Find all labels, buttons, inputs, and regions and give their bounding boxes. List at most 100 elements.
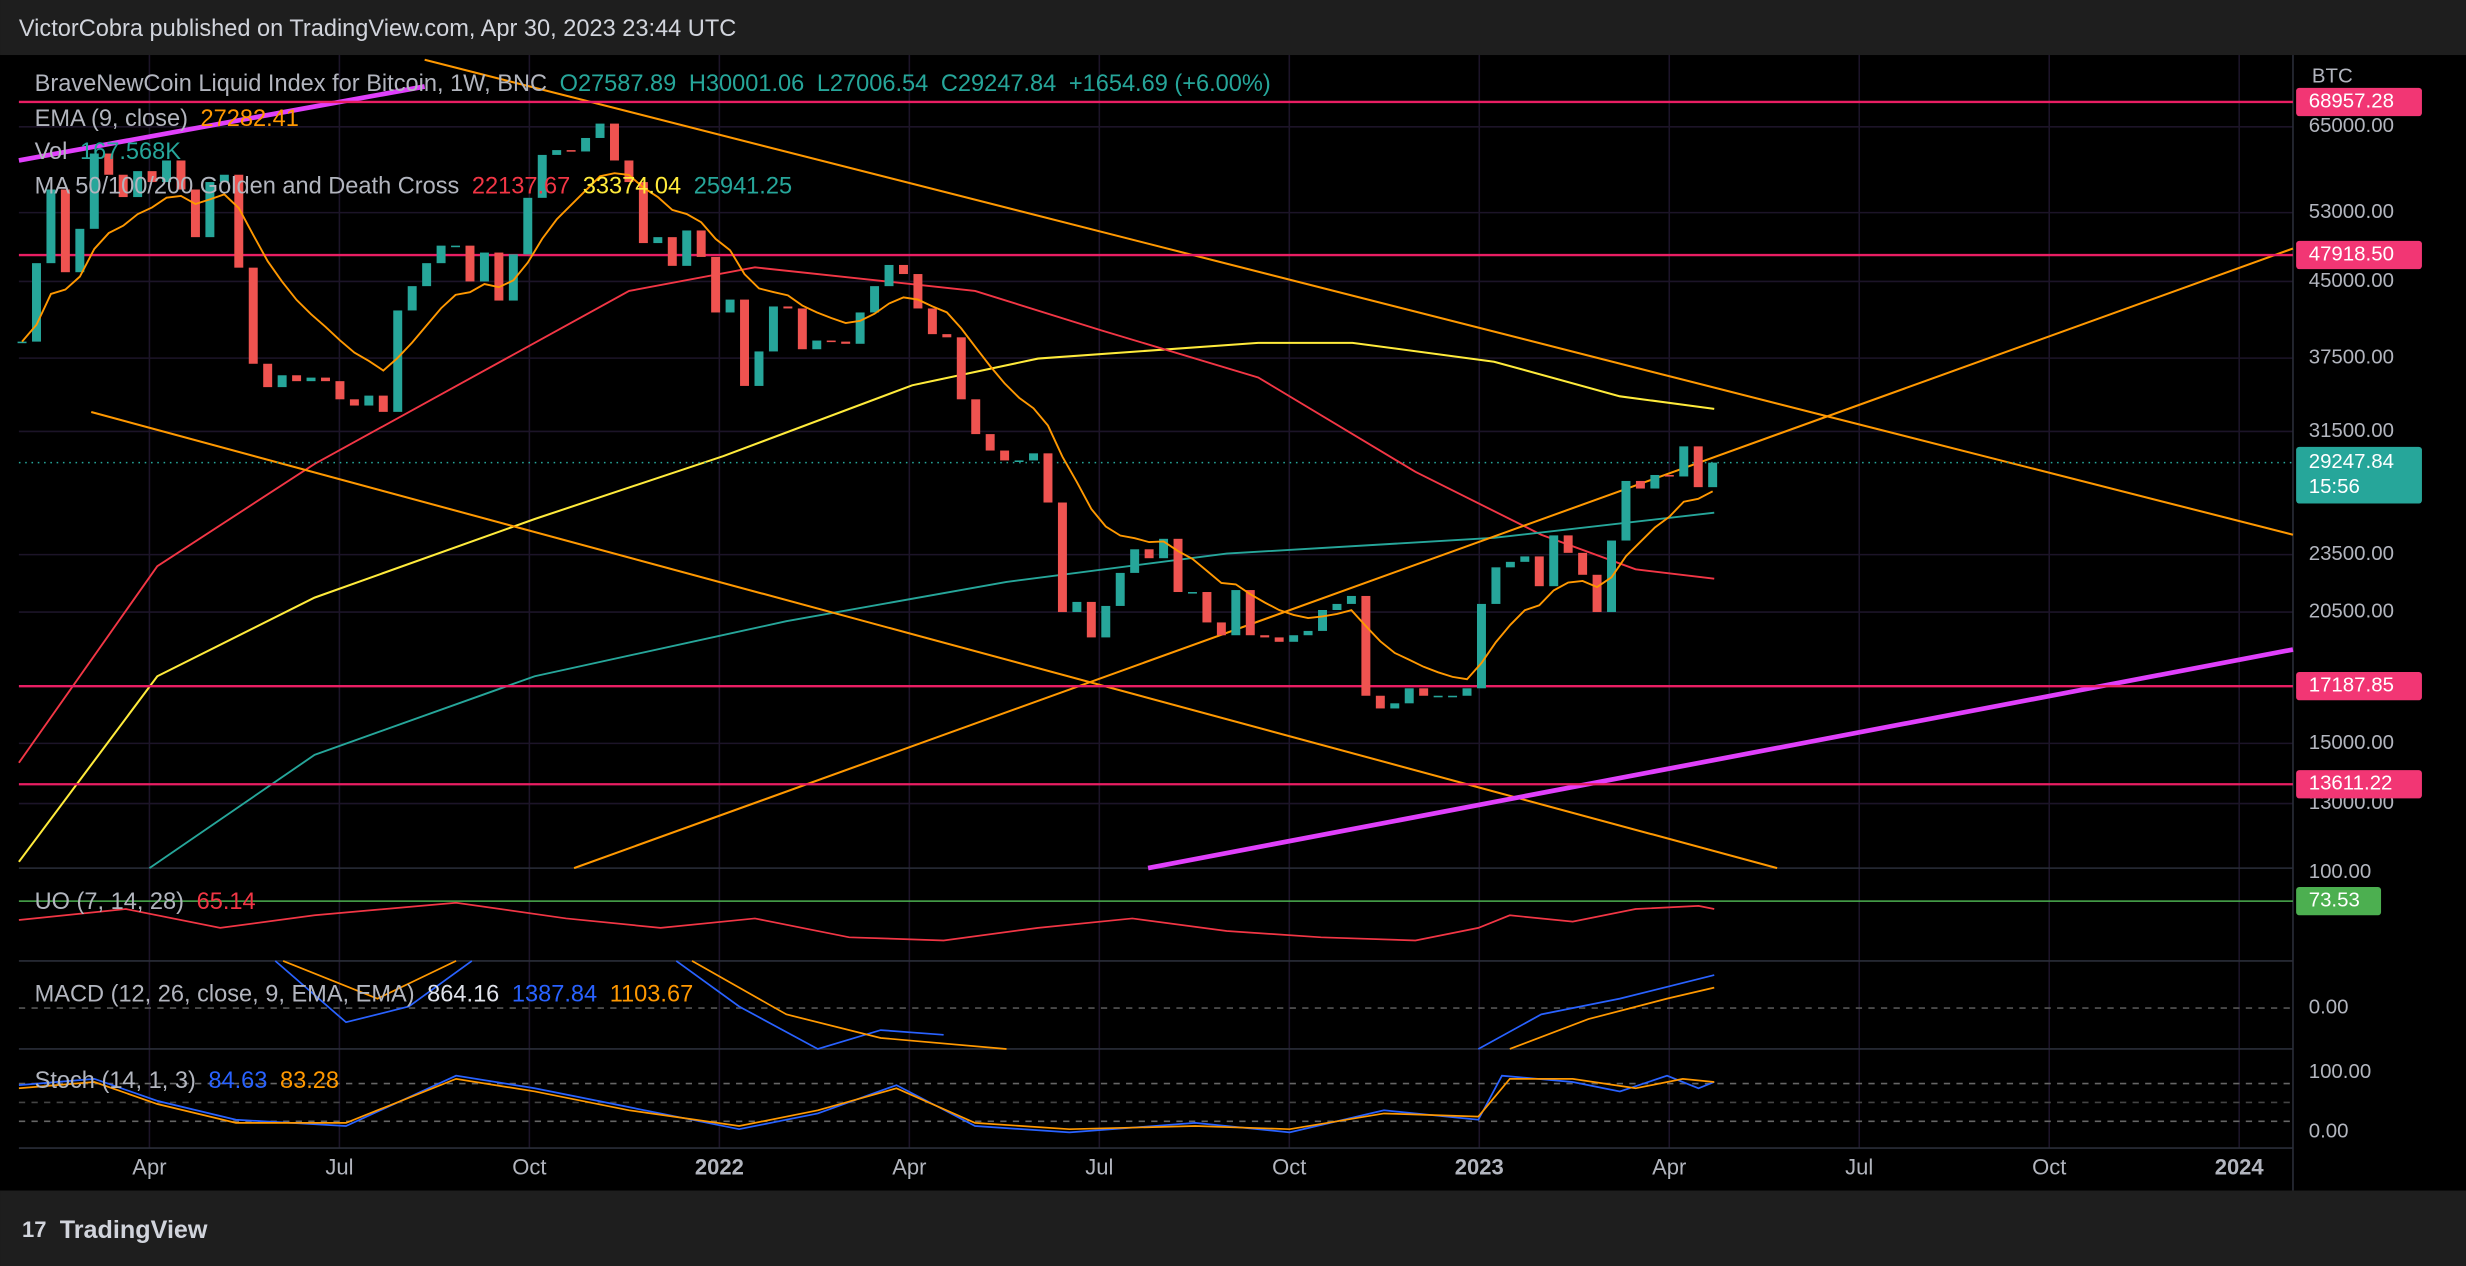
macd-line	[675, 960, 944, 1050]
candle	[927, 308, 937, 335]
candle	[1621, 480, 1631, 541]
candle	[855, 312, 865, 344]
candle	[162, 160, 172, 183]
header-bar	[0, 0, 2466, 56]
level-tag	[2296, 87, 2422, 117]
candle	[248, 267, 258, 364]
last-price-label: 29247.84	[2309, 450, 2394, 473]
candles	[17, 123, 1718, 709]
candle	[451, 245, 461, 248]
candle	[479, 252, 489, 282]
trend-line	[90, 411, 1778, 870]
stoch-tick: 0.00	[2309, 1120, 2349, 1143]
indicator-value: 864.16	[427, 981, 499, 1007]
candle	[1245, 590, 1255, 636]
candle	[1159, 538, 1169, 559]
candle	[1202, 592, 1212, 623]
candle	[1346, 595, 1356, 604]
candle	[1187, 592, 1197, 594]
candle	[104, 153, 114, 175]
candle	[1664, 474, 1674, 477]
indicator-value: 1387.84	[512, 981, 597, 1007]
candle	[1462, 688, 1472, 696]
candle	[1549, 535, 1559, 587]
candle	[1274, 637, 1284, 642]
candle	[826, 340, 836, 343]
candle	[870, 286, 880, 313]
candle	[133, 171, 143, 198]
candle	[768, 306, 778, 352]
candle	[1708, 462, 1718, 488]
candle	[407, 286, 417, 311]
signal-line	[282, 960, 457, 1000]
candle	[1086, 601, 1096, 638]
candle	[1375, 695, 1385, 709]
candle	[378, 395, 388, 412]
uo-tag-label: 73.53	[2309, 889, 2360, 912]
candle	[263, 363, 273, 388]
grid	[18, 55, 2293, 1149]
indicator-value: 84.63	[208, 1067, 267, 1093]
x-tick-label: Apr	[1652, 1154, 1686, 1179]
last-price-tag	[2296, 446, 2422, 504]
candle	[1000, 450, 1010, 461]
indicator-value: 65.14	[197, 888, 256, 914]
legend: 65000.00 53000.00 45000.00 37500.00 31500.00…	[35, 64, 2422, 1179]
candle	[1476, 603, 1486, 689]
candle	[624, 160, 634, 183]
y-tick-label: 15000.00	[2309, 731, 2394, 754]
indicator-value: 83.28	[280, 1067, 339, 1093]
candle	[898, 264, 908, 275]
candle	[1491, 567, 1501, 604]
candle	[1043, 453, 1053, 503]
candle	[971, 399, 981, 435]
candle	[60, 189, 70, 273]
candle	[118, 174, 128, 198]
x-tick-label: Apr	[132, 1154, 166, 1179]
x-tick-label: Oct	[2032, 1154, 2066, 1179]
candle	[1635, 480, 1645, 489]
candle	[494, 252, 504, 301]
indicator-name: Vol	[35, 138, 68, 164]
legend-text: L27006.54	[817, 70, 928, 96]
ma-200	[148, 511, 1715, 869]
candle	[1332, 603, 1342, 611]
countdown: 15:56	[2309, 475, 2360, 498]
candle	[393, 310, 403, 412]
candle	[1390, 703, 1400, 709]
candle	[581, 137, 591, 152]
candle	[667, 237, 677, 266]
brand: TradingView	[60, 1216, 208, 1244]
x-tick-label: Jul	[1085, 1154, 1113, 1179]
candle	[1578, 552, 1588, 575]
candle	[566, 150, 576, 152]
candle	[75, 228, 85, 273]
candle	[595, 123, 605, 138]
levels	[18, 100, 2293, 786]
candle	[508, 254, 518, 301]
signal-line	[1509, 986, 1715, 1050]
candle	[1448, 695, 1458, 698]
macd-tick: 0.00	[2309, 995, 2349, 1018]
candle	[306, 377, 316, 382]
candle	[89, 153, 99, 229]
candle	[1072, 601, 1082, 613]
legend-text: O27587.89	[560, 70, 677, 96]
x-tick-label: Apr	[892, 1154, 926, 1179]
candle	[1231, 590, 1241, 636]
level-label: 47918.50	[2309, 242, 2394, 265]
candle	[1505, 561, 1515, 568]
macd-line	[1477, 974, 1715, 1050]
trend-line	[18, 84, 426, 163]
indicator-value: 27282.41	[201, 105, 299, 131]
x-tick-label: Oct	[1272, 1154, 1306, 1179]
candle	[783, 306, 793, 309]
candle	[1130, 549, 1140, 573]
y-tick-label: 37500.00	[2309, 346, 2394, 369]
candle	[292, 375, 302, 382]
ema-line	[21, 172, 1714, 681]
indicator-value: 1103.67	[610, 981, 693, 1007]
y-tick-label: 20500.00	[2309, 599, 2394, 622]
candle	[754, 351, 764, 386]
uo-tag	[2296, 886, 2382, 916]
